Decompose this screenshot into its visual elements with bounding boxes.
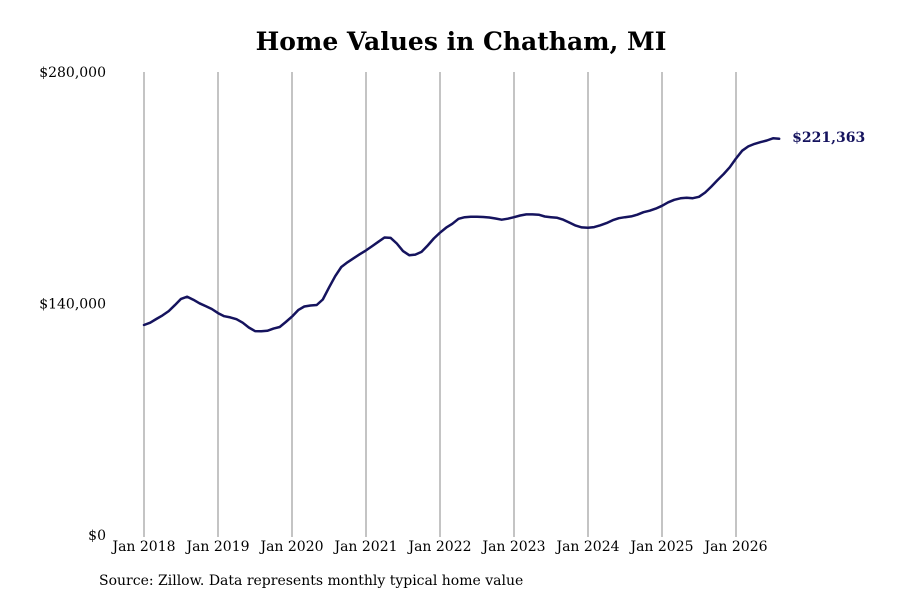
chart-title: Home Values in Chatham, MI <box>255 27 667 56</box>
x-tick-label: Jan 2024 <box>554 539 619 555</box>
source-note: Source: Zillow. Data represents monthly … <box>99 573 524 589</box>
x-tick-label: Jan 2022 <box>406 539 471 555</box>
y-tick-label: $280,000 <box>39 65 106 81</box>
x-gridlines <box>143 72 737 537</box>
x-tick-label: Jan 2020 <box>258 539 323 555</box>
y-tick-label: $0 <box>88 528 106 544</box>
x-tick-label: Jan 2026 <box>702 539 767 555</box>
y-tick-label: $140,000 <box>39 297 106 313</box>
x-tick-label: Jan 2018 <box>110 539 175 555</box>
x-axis: Jan 2018 Jan 2019 Jan 2020 Jan 2021 Jan 2022… <box>110 539 767 555</box>
x-tick-label: Jan 2025 <box>628 539 693 555</box>
series-line <box>142 137 781 333</box>
end-value-label: $221,363 <box>792 130 865 146</box>
x-tick-label: Jan 2021 <box>332 539 397 555</box>
x-tick-label: Jan 2019 <box>184 539 249 555</box>
y-axis: $0 $140,000 $280,000 <box>39 65 106 544</box>
x-tick-label: Jan 2023 <box>480 539 545 555</box>
